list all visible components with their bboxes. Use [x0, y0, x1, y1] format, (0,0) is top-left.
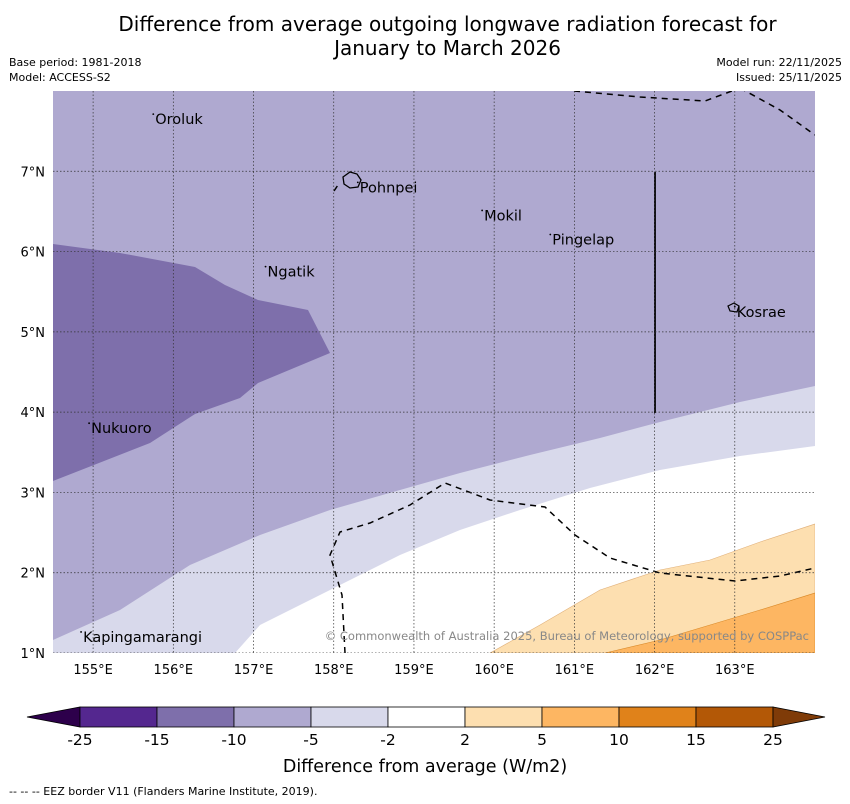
- region-5-10: [604, 592, 815, 653]
- kosrae-island-shape: [727, 302, 740, 313]
- colorbar-tick-label: -2: [380, 731, 395, 749]
- copyright-notice: © Commonwealth of Australia 2025, Bureau…: [325, 629, 809, 643]
- x-tick-label: 156°E: [154, 663, 194, 678]
- meta-right: Model run: 22/11/2025 Issued: 25/11/2025: [716, 55, 842, 85]
- x-tick-label: 157°E: [234, 663, 274, 678]
- place-marker: [88, 422, 90, 425]
- x-tick-label: 161°E: [555, 663, 595, 678]
- colorbar-swatch: [79, 706, 158, 728]
- place-marker: [264, 265, 267, 268]
- model-name: Model: ACCESS-S2: [9, 71, 111, 84]
- colorbar-label: Difference from average (W/m2): [283, 757, 567, 777]
- place-marker: [549, 233, 552, 236]
- place-marker: [733, 305, 736, 308]
- place-marker: [152, 113, 155, 115]
- place-labels: Oroluk Pohnpei Mokil Pingelap Ngatik Kosrae Nu…: [80, 112, 786, 646]
- colorbar-swatch: [233, 706, 312, 728]
- colorbar-swatch: [695, 706, 774, 728]
- place-label: Kosrae: [737, 305, 786, 321]
- colorbar-tick-label: 5: [537, 731, 547, 749]
- y-tick-label: 5°N: [21, 326, 46, 341]
- colorbar-tick-label: -15: [144, 731, 169, 749]
- x-tick-label: 159°E: [394, 663, 434, 678]
- meta-left: Base period: 1981-2018 Model: ACCESS-S2: [9, 55, 141, 85]
- colorbar-tick-label: 10: [609, 731, 629, 749]
- issued-date: Issued: 25/11/2025: [735, 71, 842, 84]
- colorbar-tick-label: -25: [67, 731, 92, 749]
- title-line-2: January to March 2026: [334, 36, 561, 60]
- pohnpei-island-shape: [342, 171, 362, 189]
- colorbar-tick-label: 2: [460, 731, 470, 749]
- colorbar-extend-low: [26, 706, 81, 728]
- y-tick-label: 6°N: [21, 246, 46, 261]
- place-marker: [481, 209, 484, 212]
- colorbar-extend-high: [772, 706, 826, 728]
- place-label: Nukuoro: [91, 421, 152, 437]
- colorbar-swatch: [541, 706, 620, 728]
- colorbar-tick-label: 25: [763, 731, 783, 749]
- eez-borders: [329, 91, 815, 653]
- place-label: Mokil: [484, 208, 522, 224]
- colorbar: -25 -15 -10 -5 -2 2 5 10 15 25: [26, 706, 826, 749]
- eez-footnote: -- -- -- EEZ border V11 (Flanders Marine…: [9, 785, 318, 798]
- colorbar-swatch: [156, 706, 235, 728]
- y-tick-label: 7°N: [21, 165, 46, 180]
- y-axis-ticks: 1°N 2°N 3°N 4°N 5°N 6°N 7°N: [21, 165, 46, 662]
- map-plot-area: Oroluk Pohnpei Mokil Pingelap Ngatik Kosrae Nu…: [53, 91, 815, 653]
- place-label: Ngatik: [268, 265, 316, 281]
- base-period: Base period: 1981-2018: [9, 56, 142, 69]
- colorbar-tick-label: -10: [221, 731, 246, 749]
- model-run: Model run: 22/11/2025: [716, 56, 842, 69]
- colorbar-tick-label: -5: [303, 731, 318, 749]
- place-label: Kapingamarangi: [83, 630, 202, 646]
- colorbar-swatch: [618, 706, 697, 728]
- region-minus15-minus10: [53, 244, 330, 481]
- place-marker: [80, 631, 82, 633]
- place-label: Pohnpei: [360, 180, 418, 196]
- x-tick-label: 155°E: [73, 663, 113, 678]
- colorbar-swatch: [310, 706, 389, 728]
- x-tick-label: 162°E: [635, 663, 675, 678]
- gridlines: [53, 91, 815, 653]
- x-tick-label: 158°E: [314, 663, 354, 678]
- title-line-1: Difference from average outgoing longwav…: [118, 12, 777, 36]
- place-label: Pingelap: [552, 233, 614, 249]
- x-tick-label: 160°E: [474, 663, 514, 678]
- colorbar-swatch: [387, 706, 466, 728]
- y-tick-label: 3°N: [21, 486, 46, 501]
- x-tick-label: 163°E: [715, 663, 755, 678]
- y-tick-label: 1°N: [21, 647, 46, 662]
- y-tick-label: 4°N: [21, 406, 46, 421]
- colorbar-swatch: [464, 706, 543, 728]
- chart-title: Difference from average outgoing longwav…: [0, 12, 850, 60]
- place-marker: [356, 181, 359, 184]
- y-tick-label: 2°N: [21, 567, 46, 582]
- x-axis-ticks: 155°E 156°E 157°E 158°E 159°E 160°E 161°E 162°E…: [73, 663, 754, 678]
- colorbar-tick-label: 15: [686, 731, 706, 749]
- place-label: Oroluk: [155, 112, 203, 128]
